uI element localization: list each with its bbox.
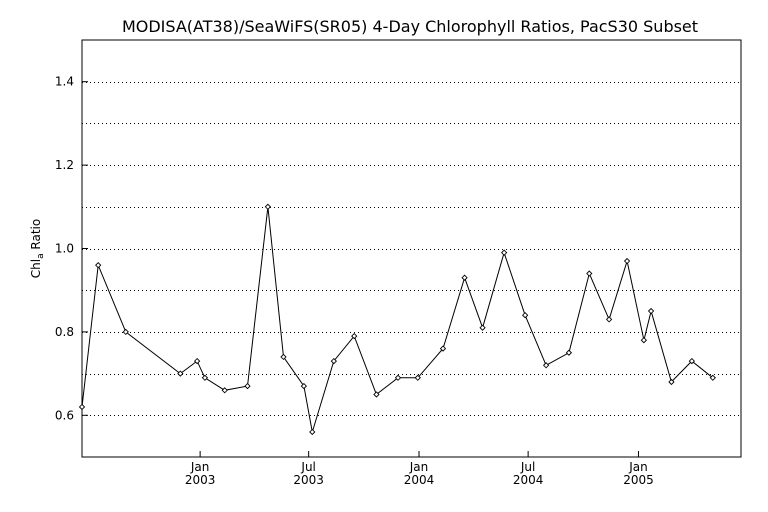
y-axis-label-subscript: a — [36, 253, 46, 259]
data-point — [647, 307, 655, 315]
x-tick-label-year: 2005 — [623, 473, 654, 487]
data-point — [300, 382, 308, 390]
data-point — [623, 257, 631, 265]
data-point — [78, 403, 86, 411]
y-tick-label: 1.4 — [55, 75, 74, 89]
y-tick-label: 0.6 — [55, 408, 74, 422]
series-layer — [78, 203, 716, 436]
x-tick-label-month: Jan — [190, 460, 210, 474]
data-point — [479, 324, 486, 331]
plot-area-frame — [81, 39, 742, 458]
data-point — [193, 357, 201, 365]
x-tick-label-year: 2003 — [293, 473, 324, 487]
x-tick-label-year: 2004 — [404, 473, 435, 487]
y-tick-label: 1.0 — [55, 242, 74, 256]
x-tick-label-month: Jan — [628, 460, 648, 474]
data-point — [264, 203, 272, 210]
data-point — [280, 353, 287, 361]
data-point — [461, 274, 468, 281]
data-point — [605, 316, 613, 323]
y-axis-label-suffix: Ratio — [29, 219, 43, 254]
x-tick-label-month: Jul — [300, 460, 315, 474]
data-point — [521, 312, 529, 319]
y-axis-label-main: Chl — [29, 259, 43, 278]
data-point — [201, 374, 209, 381]
data-point — [439, 345, 447, 352]
grid-lines — [82, 82, 741, 416]
data-point — [309, 428, 316, 436]
data-point — [177, 370, 184, 377]
data-point — [501, 249, 508, 256]
y-axis-ticks: 0.6 0.8 1.0 1.2 1.4 — [55, 75, 88, 422]
x-tick-label-month: Jul — [520, 460, 535, 474]
data-point — [565, 349, 573, 356]
x-tick-label-year: 2003 — [185, 473, 216, 487]
data-point — [351, 332, 358, 340]
y-axis-label: Chla Ratio — [29, 219, 46, 278]
data-point — [668, 378, 675, 386]
data-point — [394, 374, 402, 381]
data-point — [586, 270, 593, 277]
data-point — [330, 357, 337, 365]
data-point — [221, 387, 228, 394]
data-point — [244, 382, 251, 390]
data-point — [542, 362, 550, 369]
x-tick-label-year: 2004 — [513, 473, 544, 487]
data-point — [95, 262, 102, 269]
series-line — [81, 206, 714, 433]
data-point — [688, 357, 695, 365]
data-point — [640, 337, 647, 344]
x-tick-label-month: Jan — [409, 460, 429, 474]
y-tick-label: 0.8 — [55, 325, 74, 339]
chart-title: MODISA(AT38)/SeaWiFS(SR05) 4-Day Chlorop… — [122, 17, 698, 36]
data-point — [709, 374, 716, 381]
data-point — [414, 374, 421, 381]
data-point — [373, 391, 380, 398]
y-tick-label: 1.2 — [55, 158, 74, 172]
data-point — [122, 328, 129, 336]
